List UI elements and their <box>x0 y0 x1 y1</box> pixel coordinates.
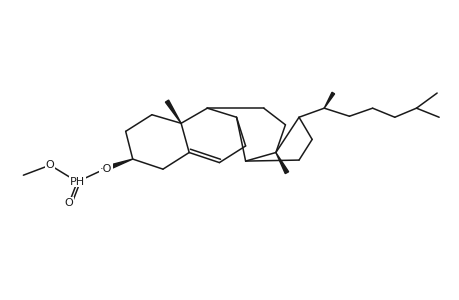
Polygon shape <box>324 92 334 108</box>
Polygon shape <box>165 100 181 123</box>
Text: O: O <box>64 198 73 208</box>
Polygon shape <box>105 159 133 171</box>
Text: O: O <box>45 160 54 170</box>
Polygon shape <box>275 152 288 174</box>
Text: ·O: ·O <box>100 164 112 174</box>
Text: PH: PH <box>70 177 84 187</box>
